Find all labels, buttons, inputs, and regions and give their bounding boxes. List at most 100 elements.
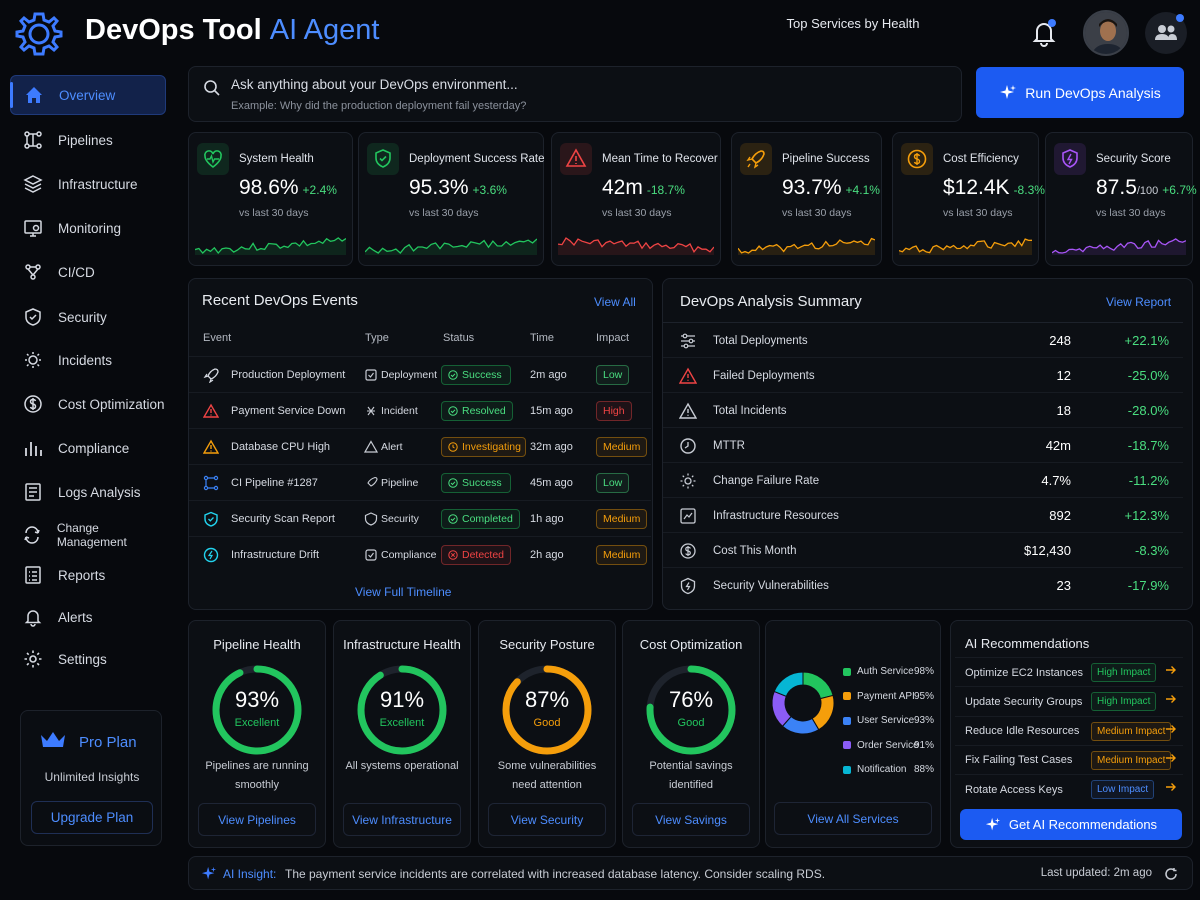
sidebar-item-compliance[interactable]: Compliance — [10, 428, 166, 468]
team-icon[interactable] — [1144, 11, 1188, 55]
table-row[interactable]: CI Pipeline #1287 Pipeline Success 45m ago L… — [189, 464, 651, 500]
status-icon — [448, 406, 458, 416]
legend-swatch — [843, 741, 851, 749]
infrastructure-health-button[interactable]: View Infrastructure — [343, 803, 461, 836]
view-all-events-link[interactable]: View All — [594, 295, 636, 309]
status-label: Detected — [462, 549, 505, 561]
kpi-sparkline — [899, 238, 1032, 255]
kpi-card-pipeline-success[interactable]: Pipeline Success 93.7% +4.1% vs last 30 day… — [731, 132, 882, 266]
recommendation-item[interactable]: Update Security Groups High Impact — [955, 686, 1183, 715]
event-time: 45m ago — [530, 477, 573, 489]
sidebar-item-label: Pipelines — [58, 132, 113, 148]
table-row[interactable]: Database CPU High Alert Investigating 32m a… — [189, 428, 651, 464]
arrow-right-icon[interactable] — [1165, 752, 1177, 764]
event-type: Pipeline — [381, 477, 419, 489]
kpi-card-security-score[interactable]: Security Score 87.5/100 +6.7% vs last 30 da… — [1045, 132, 1197, 266]
bell-icon — [22, 606, 44, 628]
status-cell: Resolved — [441, 393, 513, 429]
ai-insight-bar: AI Insight: The payment service incident… — [188, 856, 1193, 890]
arrow-right-icon[interactable] — [1165, 693, 1177, 705]
summary-row: Total Incidents 18 -28.0% — [663, 392, 1183, 427]
ai-search-input[interactable]: Ask anything about your DevOps environme… — [188, 66, 962, 122]
arrow-right-icon[interactable] — [1165, 723, 1177, 735]
get-ai-recommendations-button[interactable]: Get AI Recommendations — [960, 809, 1182, 840]
upgrade-plan-button[interactable]: Upgrade Plan — [31, 801, 153, 834]
kpi-value-row: 42m -18.7% — [602, 176, 685, 200]
cost-optimization-card: Cost Optimization 76% Good Potential saving… — [622, 620, 760, 848]
kpi-subtitle: vs last 30 days — [409, 207, 479, 219]
view-full-timeline-link[interactable]: View Full Timeline — [355, 585, 452, 599]
sidebar-item-alerts[interactable]: Alerts — [10, 597, 166, 637]
gauge-label: Good — [677, 717, 705, 729]
summary-title: DevOps Analysis Summary — [680, 293, 862, 310]
kpi-card-system-health[interactable]: System Health 98.6% +2.4% vs last 30 days — [188, 132, 353, 266]
sidebar-item-settings[interactable]: Settings — [10, 639, 166, 679]
summary-change: -17.9% — [1127, 578, 1169, 593]
monitor-icon — [22, 217, 44, 239]
type-icon — [364, 465, 378, 501]
mean-time-to-recover-icon — [560, 143, 592, 175]
drift-icon — [203, 537, 219, 573]
services-title: Top Services by Health — [786, 16, 920, 31]
sidebar-item-cost-optimization[interactable]: Cost Optimization — [10, 384, 166, 424]
status-badge: Success — [441, 365, 511, 385]
kpi-sparkline — [1052, 238, 1186, 255]
sidebar-item-incidents[interactable]: Incidents — [10, 340, 166, 380]
view-report-link[interactable]: View Report — [1106, 295, 1172, 309]
sidebar-item-cicd[interactable]: CI/CD — [10, 252, 166, 292]
kpi-card-cost-efficiency[interactable]: Cost Efficiency $12.4K -8.3% vs last 30 day… — [892, 132, 1045, 266]
sidebar-item-pipelines[interactable]: Pipelines — [10, 120, 166, 160]
status-cell: Detected — [441, 537, 512, 573]
notification-bell-icon[interactable] — [1030, 18, 1058, 48]
cost-optimization-button[interactable]: View Savings — [632, 803, 750, 836]
recommendation-item[interactable]: Fix Failing Test Cases Medium Impact — [955, 744, 1183, 774]
recommendation-item[interactable]: Reduce Idle Resources Medium Impact — [955, 715, 1183, 745]
service-name: Payment API — [857, 690, 915, 702]
table-row[interactable]: Production Deployment Deployment Success 2m… — [189, 356, 651, 392]
kpi-value: 87.5 — [1096, 176, 1137, 199]
sidebar-item-label: Logs Analysis — [58, 484, 141, 500]
gauge: 76% Good — [644, 663, 738, 757]
kpi-sparkline — [365, 238, 537, 255]
table-row[interactable]: Payment Service Down Incident Resolved 15m … — [189, 392, 651, 428]
kpi-card-mean-time-to-recover[interactable]: Mean Time to Recover 42m -18.7% vs last 30 … — [551, 132, 721, 266]
table-row[interactable]: Security Scan Report Security Completed 1h … — [189, 500, 651, 536]
summary-row: Infrastructure Resources 892 +12.3% — [663, 497, 1183, 532]
sidebar-item-overview[interactable]: Overview — [10, 75, 166, 115]
service-name: Order Service — [857, 739, 919, 751]
kpi-value-row: 98.6% +2.4% — [239, 176, 337, 200]
summary-change: -25.0% — [1127, 368, 1169, 383]
sidebar-item-infrastructure[interactable]: Infrastructure — [10, 164, 166, 204]
kpi-subtitle: vs last 30 days — [239, 207, 309, 219]
view-all-services-button[interactable]: View All Services — [774, 802, 932, 835]
sidebar-item-logs-analysis[interactable]: Logs Analysis — [10, 472, 166, 512]
sidebar-item-change-management[interactable]: Change Management — [10, 515, 166, 555]
security-posture-button[interactable]: View Security — [488, 803, 606, 836]
event-type: Compliance — [381, 549, 437, 561]
impact-cell: Medium — [596, 537, 648, 573]
arrow-right-icon[interactable] — [1165, 664, 1177, 676]
impact-cell: Medium — [596, 429, 648, 465]
event-time: 1h ago — [530, 513, 564, 525]
user-avatar[interactable] — [1083, 10, 1129, 56]
sliders-icon — [679, 332, 697, 350]
status-label: Success — [462, 369, 502, 381]
kpi-card-deployment-success-rate[interactable]: Deployment Success Rate 95.3% +3.6% vs last… — [358, 132, 545, 266]
sidebar-item-reports[interactable]: Reports — [10, 555, 166, 595]
arrow-right-icon[interactable] — [1165, 781, 1177, 793]
recommendation-item[interactable]: Rotate Access Keys Low Impact — [955, 774, 1183, 803]
service-name: User Service — [857, 715, 915, 726]
gauge-value: 93% — [234, 687, 280, 712]
table-row[interactable]: Infrastructure Drift Compliance Detected 2h… — [189, 536, 651, 572]
run-analysis-button[interactable]: Run DevOps Analysis — [976, 67, 1184, 118]
impact-cell: High — [596, 393, 632, 429]
recommendation-item[interactable]: Optimize EC2 Instances High Impact — [955, 657, 1183, 686]
sidebar-item-monitoring[interactable]: Monitoring — [10, 208, 166, 248]
summary-row: Change Failure Rate 4.7% -11.2% — [663, 462, 1183, 497]
sidebar-item-security[interactable]: Security — [10, 297, 166, 337]
gauge-label: Excellent — [379, 717, 425, 729]
impact-badge: Medium — [596, 545, 648, 565]
pipeline-health-button[interactable]: View Pipelines — [198, 803, 316, 836]
refresh-icon[interactable] — [1164, 867, 1178, 881]
event-type: Incident — [381, 405, 418, 417]
